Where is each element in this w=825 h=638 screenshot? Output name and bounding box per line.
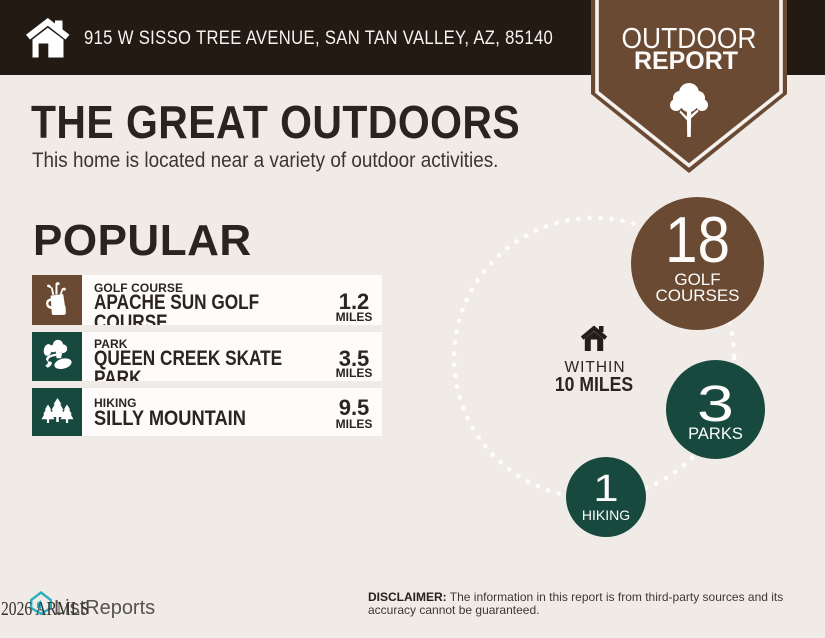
svg-text:REPORT: REPORT — [634, 47, 738, 75]
svg-text:OUTDOOR: OUTDOOR — [622, 23, 757, 55]
